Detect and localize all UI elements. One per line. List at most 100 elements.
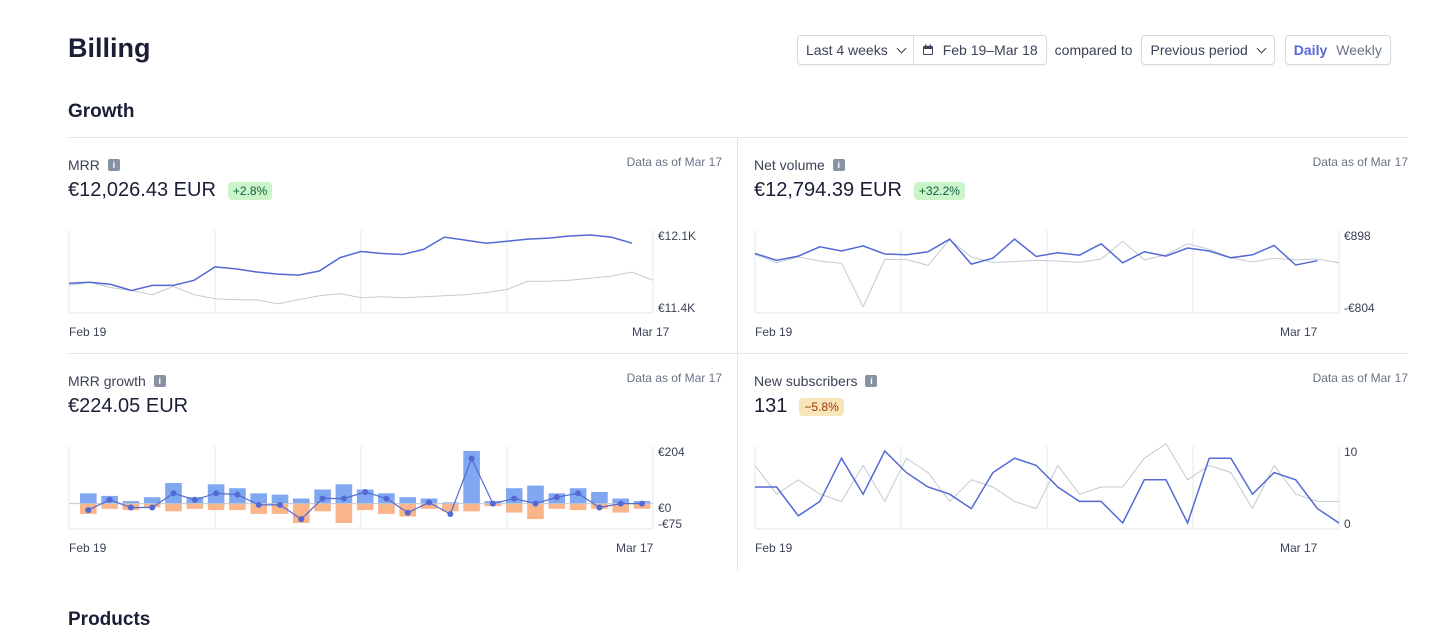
date-picker[interactable]: Feb 19–Mar 18 bbox=[912, 36, 1046, 64]
net-growth-point bbox=[596, 504, 603, 511]
growth-section-title: Growth bbox=[68, 101, 135, 122]
churn-bar bbox=[335, 503, 353, 523]
mrr-growth-value: €224.05 EUR bbox=[68, 395, 189, 417]
y-tick-bottom: -€75 bbox=[658, 517, 682, 531]
mrr-card[interactable]: MRR i Data as of Mar 17 €12,026.43 EUR +… bbox=[68, 153, 722, 369]
net-growth-point bbox=[298, 516, 305, 523]
info-icon[interactable]: i bbox=[153, 375, 166, 387]
mrr-value: €12,026.43 EUR bbox=[68, 179, 216, 201]
products-section-title: Products bbox=[68, 609, 151, 630]
mrr-growth-card[interactable]: MRR growth i Data as of Mar 17 €224.05 E… bbox=[68, 369, 722, 585]
y-tick-top: €898 bbox=[1344, 229, 1371, 243]
net-growth-point bbox=[106, 496, 113, 503]
churn-bar bbox=[356, 503, 374, 511]
net-volume-value: €12,794.39 EUR bbox=[754, 179, 902, 201]
y-tick-bottom: €11.4K bbox=[658, 301, 695, 315]
column-divider bbox=[737, 137, 738, 570]
net-volume-chart: €898 -€804 Feb 19 Mar 17 bbox=[754, 227, 1408, 352]
net-growth-point bbox=[191, 496, 198, 503]
net-volume-as-of: Data as of Mar 17 bbox=[1312, 155, 1408, 169]
churn-bar bbox=[293, 503, 310, 523]
daily-option[interactable]: Daily bbox=[1293, 42, 1328, 58]
churn-bar bbox=[101, 503, 118, 509]
chart-frame bbox=[754, 230, 1340, 314]
mrr-growth-as-of: Data as of Mar 17 bbox=[626, 371, 722, 385]
net-growth-point bbox=[362, 489, 369, 495]
current-period-line bbox=[68, 234, 633, 292]
comparison-select[interactable]: Previous period bbox=[1140, 35, 1275, 65]
growth-bar bbox=[271, 494, 289, 504]
row-divider bbox=[68, 353, 1408, 354]
net-volume-label: Net volume bbox=[754, 157, 825, 173]
current-period-line bbox=[754, 238, 1318, 266]
y-tick-top: 10 bbox=[1344, 445, 1358, 459]
net-growth-point bbox=[149, 504, 156, 511]
net-growth-point bbox=[553, 494, 560, 501]
mrr-growth-chart: €204 €0 -€75 Feb 19 Mar 17 bbox=[68, 443, 722, 568]
net-growth-point bbox=[447, 511, 454, 517]
net-growth-point bbox=[639, 500, 645, 507]
mrr-change-badge: +2.8% bbox=[227, 181, 273, 200]
info-icon[interactable]: i bbox=[865, 375, 878, 387]
chevron-down-icon bbox=[896, 43, 907, 53]
mrr-growth-value-row: €224.05 EUR bbox=[68, 395, 188, 418]
churn-bar bbox=[505, 503, 523, 513]
churn-bar bbox=[548, 503, 566, 509]
net-growth-point bbox=[277, 501, 283, 508]
net-growth-point bbox=[532, 500, 539, 507]
y-tick-top: €204 bbox=[658, 445, 685, 459]
growth-bar bbox=[250, 493, 267, 504]
previous-period-line bbox=[754, 443, 1339, 510]
net-growth-point bbox=[213, 490, 220, 497]
previous-period-line bbox=[68, 271, 654, 305]
mrr-chart: €12.1K €11.4K Feb 19 Mar 17 bbox=[68, 227, 722, 352]
net-growth-point bbox=[617, 500, 624, 507]
x-tick-end: Mar 17 bbox=[1280, 541, 1318, 555]
churn-bar bbox=[420, 503, 438, 509]
churn-bar bbox=[271, 503, 289, 514]
weekly-option[interactable]: Weekly bbox=[1336, 42, 1382, 58]
net-volume-change-badge: +32.2% bbox=[913, 181, 965, 200]
net-volume-value-row: €12,794.39 EUR +32.2% bbox=[754, 179, 965, 202]
interval-toggle: Daily Weekly bbox=[1284, 35, 1391, 65]
new-subscribers-value-row: 131 −5.8% bbox=[754, 395, 844, 418]
x-tick-end: Mar 17 bbox=[616, 541, 654, 555]
net-growth-point bbox=[170, 490, 177, 497]
growth-bar bbox=[122, 501, 140, 504]
growth-bar bbox=[80, 493, 97, 504]
net-growth-point bbox=[255, 501, 262, 508]
net-growth-point bbox=[404, 509, 411, 516]
churn-bar bbox=[207, 503, 225, 511]
mrr-value-row: €12,026.43 EUR +2.8% bbox=[68, 179, 273, 202]
growth-bar bbox=[143, 497, 161, 504]
churn-bar bbox=[463, 503, 480, 512]
growth-bar bbox=[591, 492, 608, 504]
y-tick-top: €12.1K bbox=[658, 229, 696, 243]
y-tick-bottom: 0 bbox=[1344, 517, 1351, 531]
churn-bar bbox=[527, 503, 544, 520]
new-subscribers-card[interactable]: New subscribers i Data as of Mar 17 131 … bbox=[754, 369, 1408, 585]
growth-bar bbox=[442, 502, 459, 504]
info-icon[interactable]: i bbox=[832, 159, 845, 171]
x-tick-start: Feb 19 bbox=[69, 325, 107, 339]
date-controls: Last 4 weeks Feb 19–Mar 18 compared to P… bbox=[797, 35, 1391, 65]
info-icon[interactable]: i bbox=[107, 159, 120, 171]
churn-bar bbox=[612, 503, 629, 513]
date-range-group: Last 4 weeks Feb 19–Mar 18 bbox=[797, 35, 1047, 65]
new-subscribers-value: 131 bbox=[754, 395, 788, 417]
net-growth-point bbox=[383, 495, 390, 502]
new-subscribers-label-row: New subscribers i bbox=[754, 373, 878, 389]
churn-bar bbox=[569, 503, 587, 511]
churn-bar bbox=[250, 503, 267, 514]
growth-bar bbox=[463, 451, 480, 504]
new-subscribers-as-of: Data as of Mar 17 bbox=[1312, 371, 1408, 385]
range-select[interactable]: Last 4 weeks bbox=[798, 36, 913, 64]
mrr-as-of: Data as of Mar 17 bbox=[626, 155, 722, 169]
growth-divider bbox=[68, 137, 1408, 138]
net-volume-card[interactable]: Net volume i Data as of Mar 17 €12,794.3… bbox=[754, 153, 1408, 369]
net-growth-point bbox=[426, 499, 432, 506]
net-growth-point bbox=[489, 500, 496, 507]
compared-to-label: compared to bbox=[1054, 42, 1133, 58]
net-growth-point bbox=[234, 491, 241, 498]
churn-bar bbox=[229, 503, 246, 511]
